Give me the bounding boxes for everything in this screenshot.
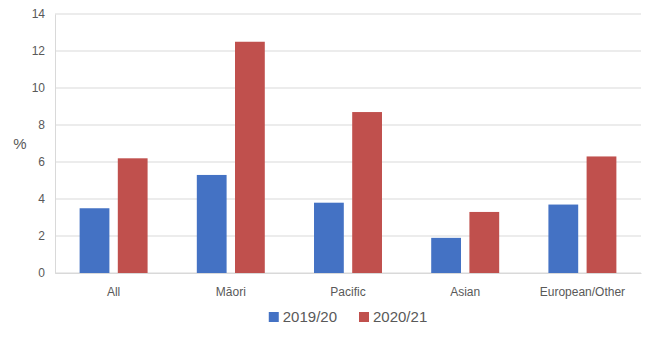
x-tick: European/Other: [540, 273, 625, 299]
bar: [314, 203, 344, 273]
x-tick-label: Māori: [216, 285, 246, 299]
legend-label: 2019/20: [283, 308, 337, 325]
legend-swatch: [269, 312, 279, 322]
grid-line: [55, 14, 641, 15]
y-tick-label: 12: [32, 44, 46, 58]
legend-item: 2019/20: [269, 308, 337, 325]
y-tick: 10: [32, 81, 55, 95]
bar: [80, 208, 110, 273]
y-tick-label: 14: [32, 7, 46, 21]
legend: 2019/20 2020/21: [269, 308, 427, 325]
y-tick: 8: [38, 118, 55, 132]
bar: [352, 112, 382, 273]
y-tick-label: 4: [38, 192, 45, 206]
y-tick-label: 2: [38, 229, 45, 243]
x-tick-label: European/Other: [540, 285, 625, 299]
x-tick: Māori: [216, 273, 246, 299]
y-tick-label: 6: [38, 155, 45, 169]
bar: [587, 156, 617, 273]
bars: [80, 42, 617, 273]
y-tick-label: 8: [38, 118, 45, 132]
y-tick-label: 10: [32, 81, 46, 95]
y-tick: 14: [32, 7, 55, 21]
grid-line: [55, 88, 641, 89]
y-tick: 6: [38, 155, 55, 169]
y-tick: 4: [38, 192, 55, 206]
y-tick: 0: [38, 266, 55, 280]
y-axis-title: %: [13, 135, 26, 152]
legend-label: 2020/21: [373, 308, 427, 325]
bar: [118, 158, 148, 273]
chart: 0 2 4 6 8 10 12 14% All Māori Pacific Asian European…: [0, 0, 649, 341]
bar: [197, 175, 227, 273]
y-tick: 12: [32, 44, 55, 58]
x-tick: Pacific: [330, 273, 365, 299]
x-tick-label: All: [107, 285, 120, 299]
y-tick-label: 0: [38, 266, 45, 280]
bar: [431, 238, 461, 273]
grid-line: [55, 51, 641, 52]
x-axis: All Māori Pacific Asian European/Other: [56, 273, 642, 299]
bar: [548, 205, 578, 273]
bar: [235, 42, 265, 273]
x-tick-label: Pacific: [330, 285, 365, 299]
y-axis: 0 2 4 6 8 10 12 14: [32, 7, 56, 280]
grid: [55, 14, 641, 273]
x-tick-label: Asian: [450, 285, 480, 299]
y-tick: 2: [38, 229, 55, 243]
x-axis-line: [56, 273, 642, 274]
y-axis-line: [55, 15, 56, 274]
grid-line: [55, 125, 641, 126]
bar: [469, 212, 499, 273]
legend-swatch: [359, 312, 369, 322]
x-tick: Asian: [450, 273, 480, 299]
x-tick: All: [107, 273, 120, 299]
legend-item: 2020/21: [359, 308, 427, 325]
